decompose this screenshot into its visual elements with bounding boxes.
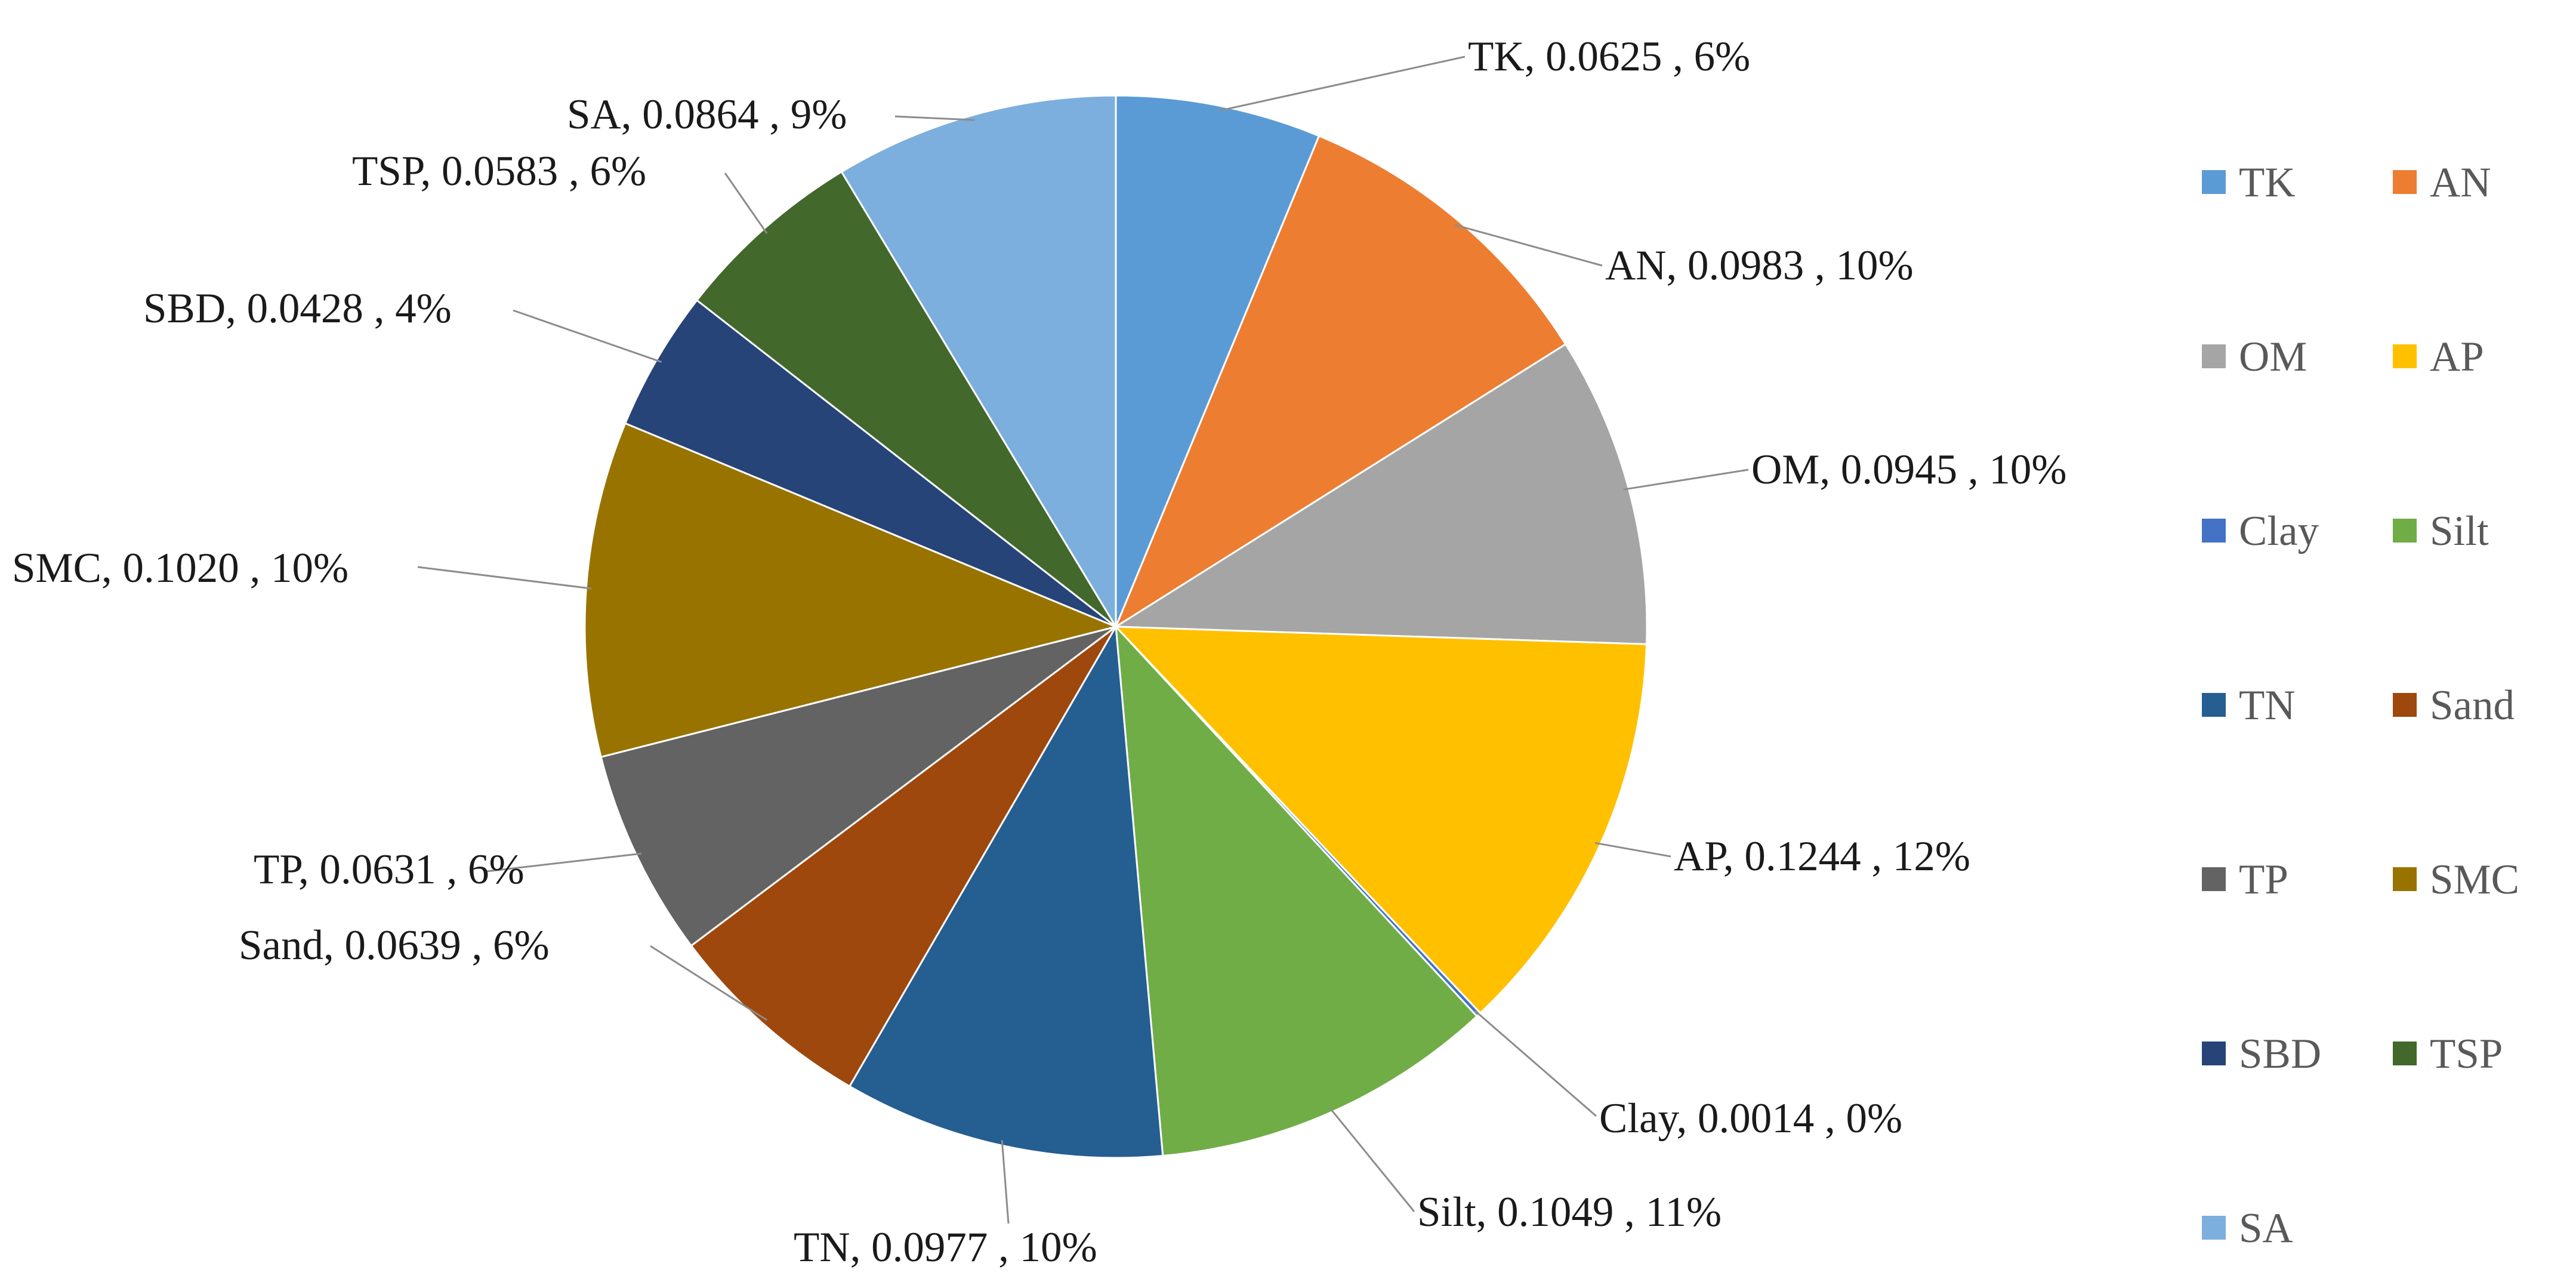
leader-line-sbd [513,309,662,363]
legend-label-an: AN [2430,159,2491,206]
slice-label-tsp: TSP, 0.0583 , 6% [352,148,646,195]
legend-label-silt: Silt [2430,508,2489,554]
slice-label-tn: TN, 0.0977 , 10% [794,1224,1097,1271]
legend: TK AN OM AP Clay Silt TN Sand TP SMC SBD TSP SA [2202,159,2519,1252]
slice-label-tk: TK, 0.0625 , 6% [1468,33,1750,80]
leader-line-tp [486,852,642,873]
slice-label-smc: SMC, 0.1020 , 10% [12,545,348,591]
legend-label-ap: AP [2430,334,2484,380]
legend-swatch-tsp [2393,1042,2417,1065]
slice-label-tp: TP, 0.0631 , 6% [254,846,525,893]
pie-slice-sbd [624,298,1116,628]
slice-label-clay: Clay, 0.0014 , 0% [1599,1095,1902,1142]
leader-line-silt [1328,1107,1415,1212]
legend-swatch-sbd [2202,1042,2226,1065]
pie-slices [584,94,1648,1159]
slice-label-silt: Silt, 0.1049 , 11% [1417,1189,1722,1235]
pie-slice-silt [1115,624,1479,1157]
leader-line-smc [417,566,592,590]
slice-label-sbd: SBD, 0.0428 , 4% [143,285,452,332]
legend-label-sand: Sand [2430,682,2515,729]
leader-line-ap [1594,842,1671,858]
legend-label-tp: TP [2239,856,2288,903]
leader-lines [417,56,1749,1224]
legend-swatch-ap [2393,344,2417,368]
legend-label-tn: TN [2239,682,2296,729]
slice-label-ap: AP, 0.1244 , 12% [1674,833,1970,880]
slice-label-an: AN, 0.0983 , 10% [1605,242,1914,289]
pie-slice-sand [690,625,1117,1088]
slice-label-sa: SA, 0.0864 , 9% [567,91,847,138]
pie-slice-tn [848,624,1164,1159]
legend-label-tsp: TSP [2430,1031,2503,1077]
legend-swatch-an [2393,170,2417,194]
legend-label-smc: SMC [2430,856,2519,903]
legend-swatch-sand [2393,693,2417,717]
leader-line-an [1455,224,1603,267]
legend-swatch-sa [2202,1216,2226,1240]
legend-label-tk: TK [2239,159,2296,206]
leader-line-om [1623,469,1749,491]
legend-swatch-tn [2202,693,2226,717]
pie-slice-ap [1113,625,1648,1015]
leader-line-sand [650,945,767,1021]
leader-line-clay [1474,1010,1597,1117]
pie-slice-tp [600,625,1116,947]
legend-swatch-tp [2202,867,2226,891]
legend-label-sbd: SBD [2239,1031,2321,1077]
legend-label-sa: SA [2239,1205,2293,1252]
leader-line-tn [1001,1140,1010,1224]
legend-label-om: OM [2239,334,2307,380]
legend-label-clay: Clay [2239,508,2319,554]
slice-labels: TK, 0.0625 , 6% AN, 0.0983 , 10% OM, 0.094… [12,33,2067,1271]
leader-line-sa [894,115,975,121]
leader-line-tsp [724,172,768,234]
legend-swatch-smc [2393,867,2417,891]
pie-slice-an [1113,134,1567,629]
legend-swatch-om [2202,344,2226,368]
pie-slice-tk [1115,94,1321,627]
legend-swatch-silt [2393,519,2417,543]
slice-label-om: OM, 0.0945 , 10% [1751,446,2067,493]
legend-swatch-clay [2202,519,2226,543]
legend-swatch-tk [2202,170,2226,194]
leader-line-tk [1218,56,1466,112]
pie-slice-sa [840,94,1117,630]
slice-label-sand: Sand, 0.0639 , 6% [239,922,550,969]
